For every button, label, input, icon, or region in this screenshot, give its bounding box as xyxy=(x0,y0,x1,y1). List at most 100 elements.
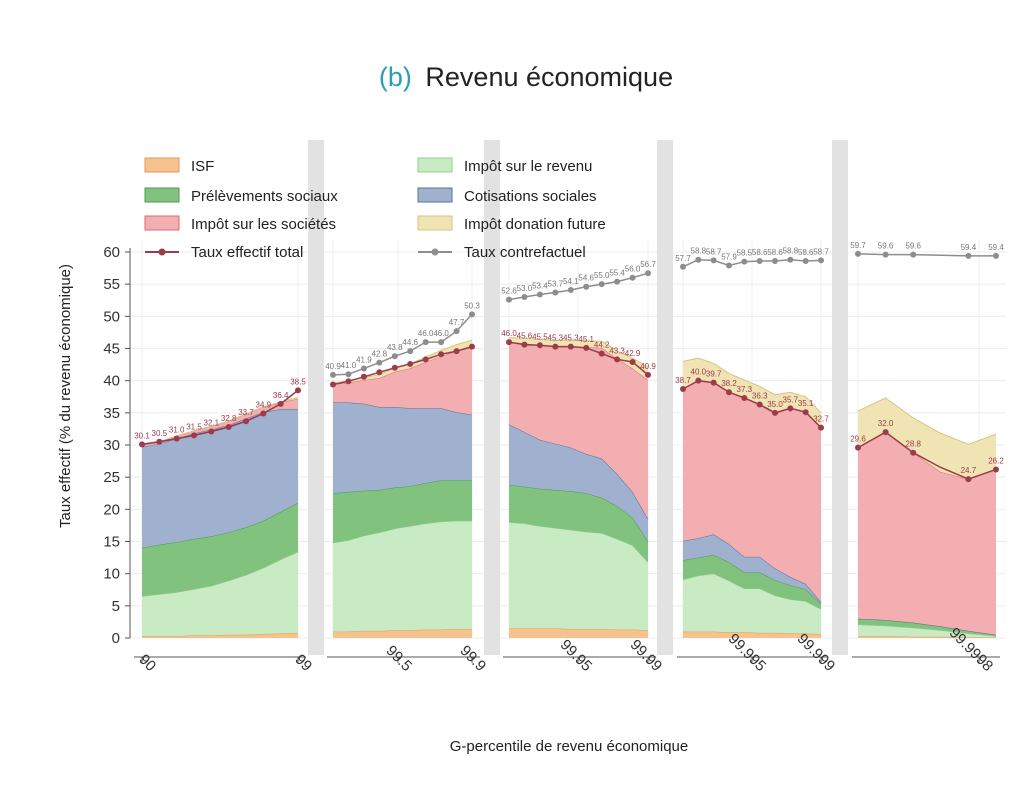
area-isf xyxy=(509,628,648,638)
label-taux-contrefactuel: 44.6 xyxy=(402,338,418,347)
label-taux-effectif-total: 35.1 xyxy=(798,399,814,408)
point-taux-effectif-total xyxy=(882,429,889,436)
label-taux-contrefactuel: 58.6 xyxy=(767,248,783,257)
area-prelevements-sociaux xyxy=(683,555,821,609)
label-taux-effectif-total: 28.8 xyxy=(905,440,921,449)
legend-label-impot-donation-future: Impôt donation future xyxy=(464,216,606,233)
edge-impot-donation-future xyxy=(141,396,299,446)
point-taux-contrefactuel xyxy=(345,371,352,378)
panel-4: 38.740.0 39.738.237.336.335.035.7 35.1 32.7… xyxy=(675,247,829,638)
label-taux-contrefactuel: 53.7 xyxy=(548,280,564,289)
legend-swatch-impot-donation-future xyxy=(417,215,453,231)
point-taux-contrefactuel xyxy=(726,262,732,269)
point-taux-contrefactuel xyxy=(422,339,429,346)
point-taux-effectif-total xyxy=(422,356,429,363)
point-taux-contrefactuel xyxy=(645,270,651,277)
point-taux-effectif-total xyxy=(772,409,778,416)
label-taux-contrefactuel: 52.6 xyxy=(501,287,517,296)
panel-separator-2 xyxy=(484,140,500,655)
point-taux-contrefactuel xyxy=(695,256,702,263)
point-taux-effectif-total xyxy=(345,378,352,385)
point-taux-effectif-total xyxy=(993,466,999,473)
line-taux-effectif-total xyxy=(141,389,299,446)
label-taux-contrefactuel: 58.8 xyxy=(691,247,707,256)
area-impot-revenu xyxy=(858,624,996,638)
label-taux-effectif-total: 30.5 xyxy=(152,429,168,438)
label-taux-contrefactuel: 43.8 xyxy=(387,343,403,352)
area-cotisations-sociales xyxy=(509,424,648,542)
label-taux-contrefactuel: 46.0 xyxy=(433,329,449,338)
panel-separator-4 xyxy=(832,140,848,655)
point-taux-contrefactuel xyxy=(910,251,917,258)
point-taux-effectif-total xyxy=(469,343,475,350)
label-taux-contrefactuel: 47.7 xyxy=(449,318,465,327)
panel-3: 46.0 45.6 45.5 45.3 45.3 45.144.243.3 42.940.9… xyxy=(501,260,656,638)
chart-title: (b) Revenu économique xyxy=(379,62,673,92)
point-taux-contrefactuel xyxy=(407,348,414,355)
label-taux-contrefactuel: 58.6 xyxy=(752,248,768,257)
area-impot-societes xyxy=(858,432,996,635)
label-taux-effectif-total: 43.3 xyxy=(609,346,625,355)
area-impot-revenu xyxy=(333,520,472,632)
area-prelevements-sociaux xyxy=(142,502,298,597)
edge-impot-donation-future xyxy=(857,397,997,445)
y-tick-label-45: 45 xyxy=(103,341,120,358)
label-taux-effectif-total: 32.0 xyxy=(878,419,894,428)
y-tick-label-0: 0 xyxy=(112,630,120,647)
line-taux-effectif-total xyxy=(682,379,822,429)
point-taux-effectif-total xyxy=(438,351,445,358)
point-taux-effectif-total xyxy=(225,423,232,430)
label-taux-contrefactuel: 59.6 xyxy=(878,242,894,251)
label-taux-effectif-total: 45.5 xyxy=(532,332,548,341)
label-taux-contrefactuel: 56.7 xyxy=(640,260,656,269)
label-taux-contrefactuel: 54.6 xyxy=(578,274,594,283)
label-taux-contrefactuel: 59.4 xyxy=(961,243,977,252)
legend-item-taux-contrefactuel: Taux contrefactuel xyxy=(418,244,586,261)
point-taux-effectif-total xyxy=(295,387,301,394)
point-taux-contrefactuel xyxy=(680,263,686,270)
label-taux-effectif-total: 45.3 xyxy=(548,334,564,343)
point-taux-contrefactuel xyxy=(629,274,636,281)
point-taux-contrefactuel xyxy=(710,257,717,264)
label-taux-effectif-total: 35.0 xyxy=(767,400,783,409)
y-tick-label-5: 5 xyxy=(112,598,120,615)
point-taux-effectif-total xyxy=(243,418,249,425)
point-taux-effectif-total xyxy=(173,435,180,442)
legend-item-impot-donation-future: Impôt donation future xyxy=(417,215,606,233)
label-taux-effectif-total: 40.9 xyxy=(640,362,656,371)
legend-swatch-prelevements-sociaux xyxy=(144,187,180,203)
point-taux-effectif-total xyxy=(710,379,717,386)
y-axis: 0 5 10 15 20 25 30 35 40 45 50 55 60 xyxy=(103,244,131,647)
point-taux-contrefactuel xyxy=(438,339,445,346)
label-taux-contrefactuel: 56.0 xyxy=(625,265,641,274)
label-taux-effectif-total: 45.6 xyxy=(517,332,533,341)
point-taux-contrefactuel xyxy=(882,251,889,258)
point-taux-effectif-total xyxy=(277,400,284,407)
label-taux-contrefactuel: 42.8 xyxy=(372,350,388,359)
legend-label-impot-societes: Impôt sur les sociétés xyxy=(191,216,336,233)
area-impot-societes xyxy=(683,380,821,602)
legend: ISF Prélèvements sociaux Impôt sur les soc… xyxy=(144,157,606,261)
label-taux-contrefactuel: 58.5 xyxy=(737,249,753,258)
point-taux-effectif-total xyxy=(802,409,809,416)
area-impot-revenu xyxy=(683,573,821,635)
area-impot-revenu xyxy=(509,522,648,631)
point-taux-contrefactuel xyxy=(583,283,590,290)
point-taux-contrefactuel xyxy=(756,258,763,265)
area-impot-donation-future xyxy=(858,398,996,480)
point-taux-contrefactuel xyxy=(772,258,778,265)
y-tick-label-60: 60 xyxy=(103,244,120,261)
point-taux-effectif-total xyxy=(208,428,215,435)
point-taux-contrefactuel xyxy=(330,371,336,378)
edge-impot-donation-future xyxy=(508,337,649,368)
point-taux-effectif-total xyxy=(391,364,398,371)
area-prelevements-sociaux xyxy=(333,480,472,543)
label-taux-effectif-total: 46.0 xyxy=(501,329,517,338)
title-text: Revenu économique xyxy=(425,62,673,92)
label-taux-effectif-total: 32.1 xyxy=(204,418,220,427)
point-taux-effectif-total xyxy=(521,341,528,348)
label-taux-effectif-total: 32.7 xyxy=(813,415,829,424)
point-taux-contrefactuel xyxy=(567,286,574,293)
area-cotisations-sociales xyxy=(142,409,298,548)
line-taux-contrefactuel xyxy=(332,313,473,376)
